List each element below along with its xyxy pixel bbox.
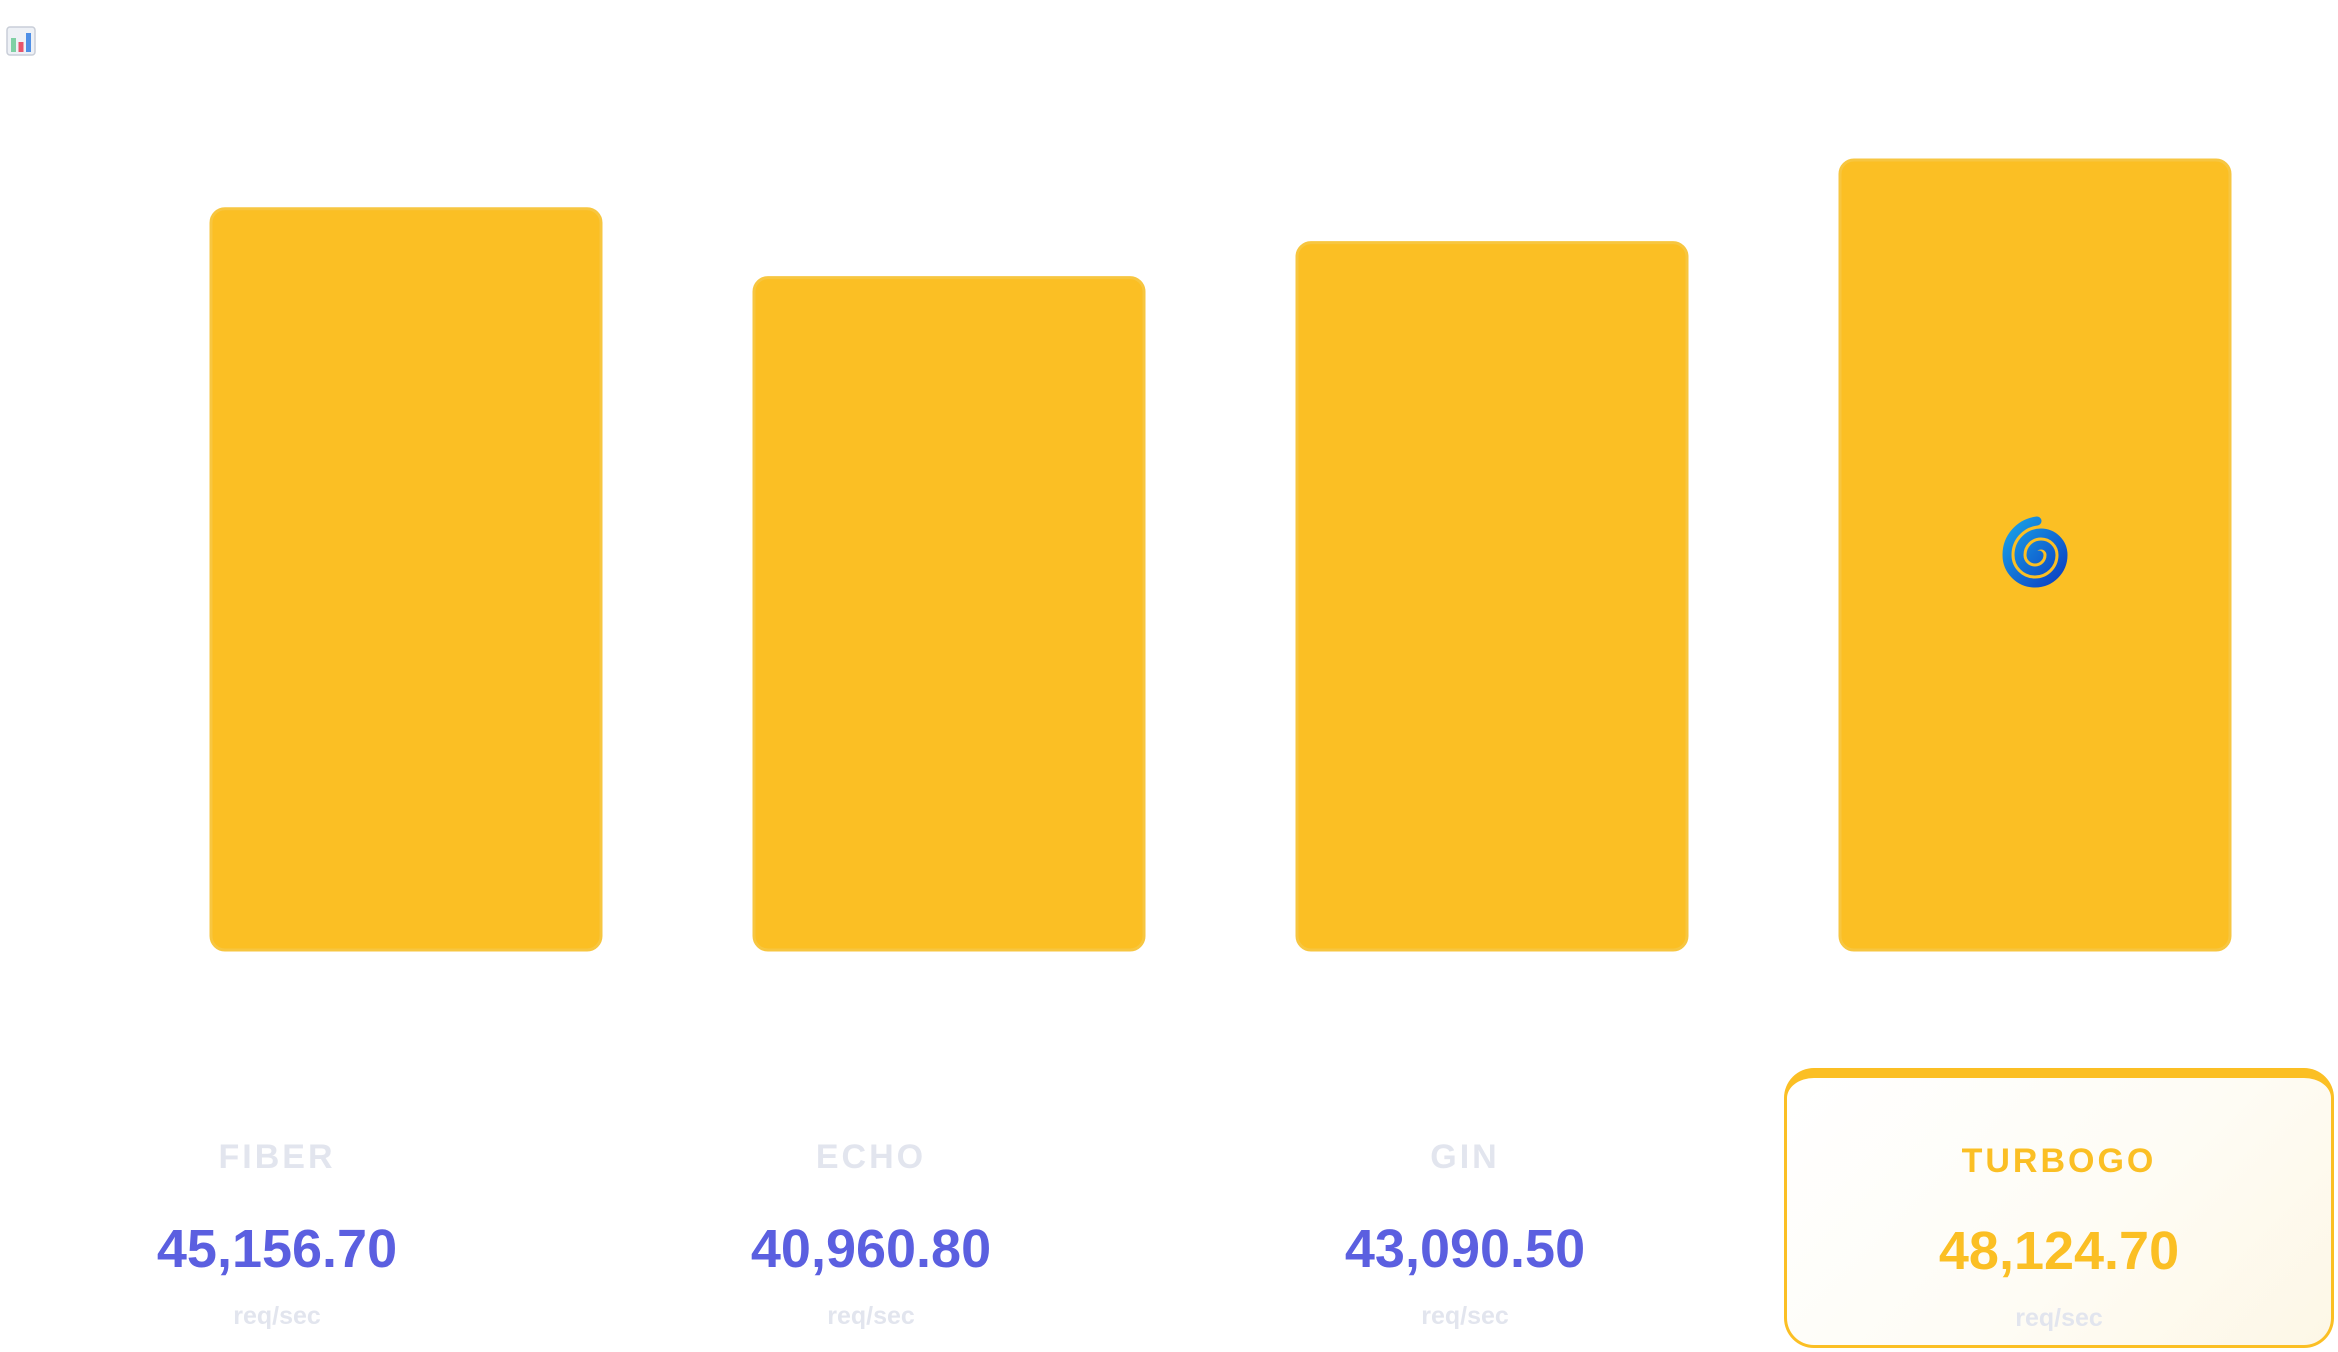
spiral-icon: [2002, 516, 2068, 588]
category-label: ECHO: [815, 1138, 927, 1176]
value-label: 48,124.70: [1938, 1221, 2180, 1281]
value-label: 40,960.80: [750, 1219, 992, 1279]
highlight-card: [1784, 1068, 2334, 1348]
value-label: 45,156.70: [156, 1219, 398, 1279]
unit-label: req/sec: [827, 1302, 915, 1330]
bar-label-turbogo: TURBOGO 48,124.70 req/sec: [1789, 1070, 2329, 1338]
unit-label: req/sec: [1421, 1302, 1509, 1330]
unit-label: req/sec: [233, 1302, 321, 1330]
category-label: TURBOGO: [1961, 1142, 2157, 1180]
bar-label-fiber: FIBER 45,156.70 req/sec: [7, 1070, 547, 1336]
bar-chart-icon: [6, 26, 36, 56]
unit-label: req/sec: [2015, 1304, 2103, 1332]
bar-gin: [1295, 241, 1689, 952]
bar-chart: [209, 158, 2232, 952]
category-label: FIBER: [218, 1138, 336, 1176]
bar-echo: [752, 276, 1146, 952]
value-label: 43,090.50: [1344, 1219, 1586, 1279]
bar-label-echo: ECHO 40,960.80 req/sec: [601, 1070, 1141, 1336]
category-label: GIN: [1430, 1138, 1500, 1176]
bar-label-gin: GIN 43,090.50 req/sec: [1195, 1070, 1735, 1336]
bar-fiber: [209, 207, 603, 952]
